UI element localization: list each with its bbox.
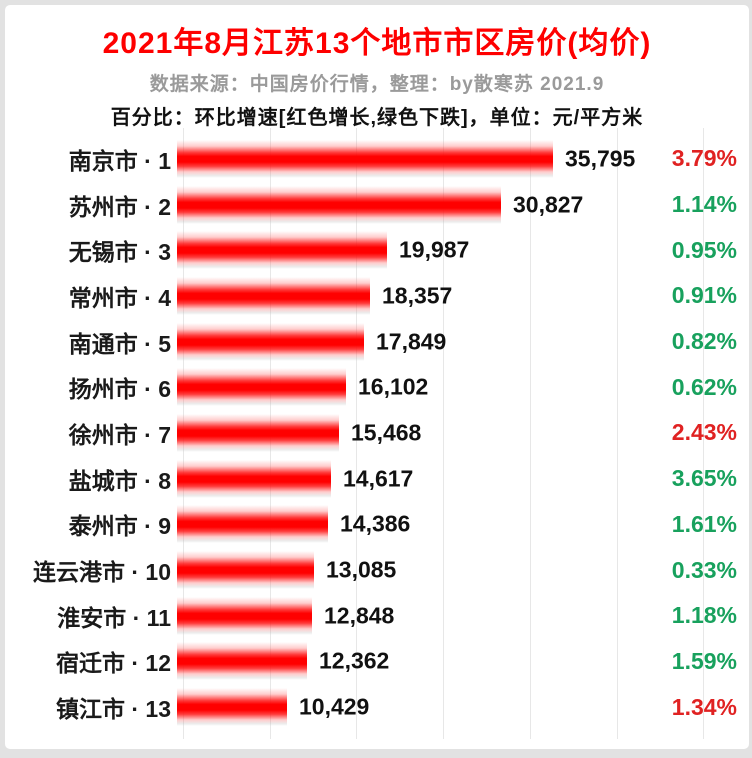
table-row: 常州市 · 4 18,357 0.91% bbox=[5, 273, 749, 319]
row-bar-area: 17,849 bbox=[177, 319, 657, 365]
table-row: 盐城市 · 8 14,617 3.65% bbox=[5, 456, 749, 502]
row-value: 13,085 bbox=[326, 556, 397, 583]
row-label: 淮安市 · 11 bbox=[57, 604, 171, 631]
row-bar-area: 30,827 bbox=[177, 182, 657, 228]
row-bar-area: 12,848 bbox=[177, 593, 657, 639]
row-bar bbox=[177, 322, 364, 361]
row-percent: 1.61% bbox=[671, 510, 737, 537]
row-bar-area: 18,357 bbox=[177, 273, 657, 319]
table-row: 苏州市 · 2 30,827 1.14% bbox=[5, 182, 749, 228]
row-bar-area: 35,795 bbox=[177, 136, 657, 182]
row-percent: 0.62% bbox=[671, 373, 737, 400]
row-label: 镇江市 · 13 bbox=[55, 696, 171, 723]
row-bar bbox=[177, 231, 387, 270]
row-bar bbox=[177, 505, 328, 544]
row-bar bbox=[177, 413, 339, 452]
row-label: 徐州市 · 7 bbox=[68, 421, 171, 448]
row-value: 19,987 bbox=[399, 236, 470, 263]
table-row: 连云港市 · 10 13,085 0.33% bbox=[5, 547, 749, 593]
row-bar-area: 14,386 bbox=[177, 502, 657, 548]
row-value: 35,795 bbox=[565, 145, 636, 172]
row-percent: 3.79% bbox=[671, 145, 737, 172]
row-bar bbox=[177, 276, 370, 315]
row-percent: 2.43% bbox=[671, 419, 737, 446]
gridline bbox=[616, 128, 618, 739]
table-row: 扬州市 · 6 16,102 0.62% bbox=[5, 364, 749, 410]
row-percent: 0.82% bbox=[671, 328, 737, 355]
table-row: 南通市 · 5 17,849 0.82% bbox=[5, 319, 749, 365]
chart-card: 2021年8月江苏13个地市市区房价(均价) 数据来源：中国房价行情，整理：by… bbox=[5, 5, 749, 749]
row-percent: 1.59% bbox=[671, 647, 737, 674]
row-percent: 0.91% bbox=[671, 282, 737, 309]
table-row: 淮安市 · 11 12,848 1.18% bbox=[5, 593, 749, 639]
table-row: 无锡市 · 3 19,987 0.95% bbox=[5, 227, 749, 273]
row-label: 南通市 · 5 bbox=[68, 330, 171, 357]
row-label: 南京市 · 1 bbox=[68, 147, 171, 174]
table-row: 泰州市 · 9 14,386 1.61% bbox=[5, 502, 749, 548]
row-value: 14,386 bbox=[340, 510, 411, 537]
table-row: 镇江市 · 13 10,429 1.34% bbox=[5, 684, 749, 730]
row-label: 扬州市 · 6 bbox=[68, 376, 171, 403]
row-bar-area: 19,987 bbox=[177, 227, 657, 273]
chart-header: 2021年8月江苏13个地市市区房价(均价) 数据来源：中国房价行情，整理：by… bbox=[5, 5, 749, 130]
row-label: 常州市 · 4 bbox=[68, 284, 171, 311]
row-bar-area: 14,617 bbox=[177, 456, 657, 502]
gridline bbox=[443, 128, 445, 739]
row-percent: 1.14% bbox=[671, 191, 737, 218]
row-value: 14,617 bbox=[343, 465, 414, 492]
row-bar bbox=[177, 368, 346, 407]
chart-subtitle: 数据来源：中国房价行情，整理：by散寒苏 2021.9 bbox=[149, 74, 605, 95]
row-value: 16,102 bbox=[358, 373, 429, 400]
table-row: 南京市 · 1 35,795 3.79% bbox=[5, 136, 749, 182]
row-bar bbox=[177, 139, 553, 178]
row-percent: 0.95% bbox=[671, 236, 737, 263]
row-label: 无锡市 · 3 bbox=[68, 239, 171, 266]
row-bar-area: 15,468 bbox=[177, 410, 657, 456]
chart-note: 百分比：环比增速[红色增长,绿色下跌]，单位：元/平方米 bbox=[110, 107, 644, 129]
row-percent: 1.34% bbox=[671, 693, 737, 720]
chart-rows: 南京市 · 1 35,795 3.79% 苏州市 · 2 30,827 1.14… bbox=[5, 136, 749, 730]
row-label: 宿迁市 · 12 bbox=[55, 650, 171, 677]
row-value: 30,827 bbox=[513, 191, 584, 218]
row-label: 苏州市 · 2 bbox=[68, 193, 171, 220]
row-label: 盐城市 · 8 bbox=[68, 467, 171, 494]
gridline bbox=[356, 128, 358, 739]
row-bar bbox=[177, 459, 331, 498]
row-value: 18,357 bbox=[382, 282, 453, 309]
row-bar-area: 13,085 bbox=[177, 547, 657, 593]
row-bar bbox=[177, 642, 307, 681]
row-bar bbox=[177, 551, 314, 590]
row-bar-area: 12,362 bbox=[177, 639, 657, 685]
row-value: 10,429 bbox=[299, 693, 370, 720]
row-value: 15,468 bbox=[351, 419, 422, 446]
row-bar-area: 16,102 bbox=[177, 364, 657, 410]
gridline bbox=[529, 128, 531, 739]
table-row: 宿迁市 · 12 12,362 1.59% bbox=[5, 639, 749, 685]
row-percent: 3.65% bbox=[671, 465, 737, 492]
row-bar bbox=[177, 596, 312, 635]
row-value: 12,848 bbox=[324, 602, 395, 629]
chart-title: 2021年8月江苏13个地市市区房价(均价) bbox=[102, 27, 652, 60]
row-bar bbox=[177, 688, 287, 727]
gridline bbox=[703, 128, 705, 739]
row-percent: 0.33% bbox=[671, 556, 737, 583]
row-bar bbox=[177, 185, 501, 224]
chart-plot-area: 南京市 · 1 35,795 3.79% 苏州市 · 2 30,827 1.14… bbox=[5, 128, 749, 739]
row-value: 17,849 bbox=[376, 328, 447, 355]
row-label: 泰州市 · 9 bbox=[68, 513, 171, 540]
row-bar-area: 10,429 bbox=[177, 684, 657, 730]
row-label: 连云港市 · 10 bbox=[32, 559, 171, 586]
table-row: 徐州市 · 7 15,468 2.43% bbox=[5, 410, 749, 456]
row-value: 12,362 bbox=[319, 647, 390, 674]
row-percent: 1.18% bbox=[671, 602, 737, 629]
